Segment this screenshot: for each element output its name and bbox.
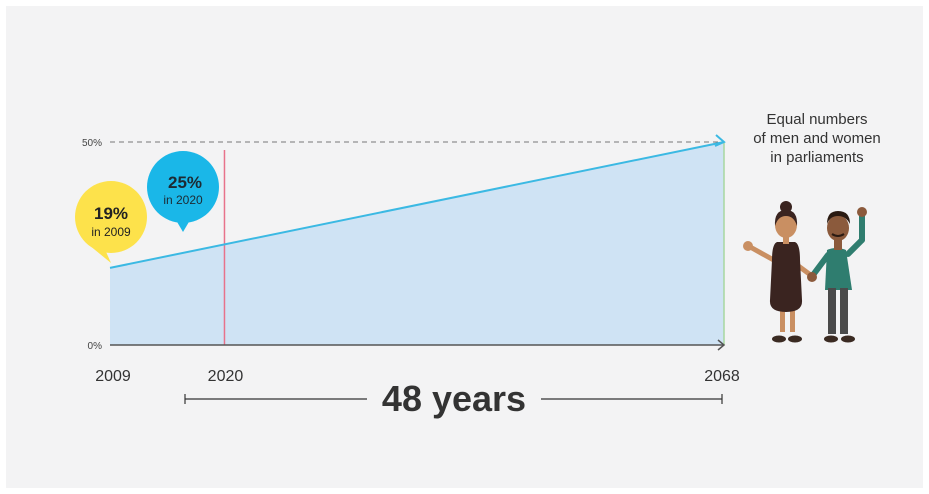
annotation-line-2: of men and women: [753, 130, 881, 147]
annotation-line-3: in parliaments: [770, 149, 864, 166]
x-tick-2020: 2020: [208, 368, 244, 385]
callout-2020: 25% in 2020: [147, 151, 219, 232]
callout-2020-value: 25%: [168, 173, 202, 192]
x-axis-arrowhead: [717, 339, 726, 351]
annotation-line-1: Equal numbers: [766, 111, 868, 128]
span-bracket: 48 years: [184, 378, 723, 419]
callout-2020-label: in 2020: [163, 193, 203, 207]
trend-line: [109, 141, 725, 269]
callout-2009-pin: [89, 245, 111, 263]
y-tick-0: 0%: [88, 341, 103, 352]
callout-2009-circle: [75, 181, 147, 253]
callout-2009: 19% in 2009: [75, 181, 147, 263]
trend-arrowhead: [714, 134, 726, 147]
callout-2020-circle: [147, 151, 219, 223]
x-tick-2009: 2009: [95, 368, 131, 385]
woman-figure: [743, 201, 815, 343]
annotation: Equal numbers of men and women in parlia…: [742, 110, 892, 167]
callout-2009-value: 19%: [94, 204, 128, 223]
area-fill: [110, 142, 724, 345]
x-tick-2068: 2068: [704, 368, 740, 385]
span-label: 48 years: [382, 378, 526, 419]
y-tick-50: 50%: [82, 138, 102, 149]
callout-2009-label: in 2009: [91, 225, 131, 239]
man-figure: [807, 207, 867, 343]
